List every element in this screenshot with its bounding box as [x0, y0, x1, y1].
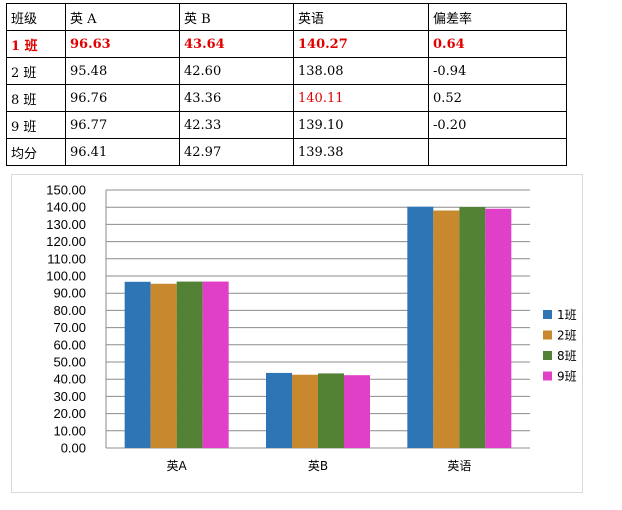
- cell-deviation: [428, 138, 567, 166]
- cell-class: 均分: [6, 138, 66, 166]
- x-tick-label: 英A: [167, 459, 188, 473]
- cell-english-a: 96.63: [65, 30, 180, 58]
- bar: [459, 207, 486, 448]
- legend-swatch: [543, 371, 552, 381]
- y-tick-label: 30.00: [53, 389, 86, 404]
- table-row: 9 班 96.77 42.33 139.10 -0.20: [6, 111, 567, 139]
- cell-deviation: 偏差率: [428, 3, 567, 31]
- bar: [150, 283, 177, 448]
- table-row: 8 班 96.76 43.36 140.11 0.52: [6, 84, 567, 112]
- cell-english-a: 96.77: [65, 111, 180, 139]
- cell-deviation: 0.52: [428, 84, 567, 112]
- bar: [202, 281, 229, 448]
- cell-class: 8 班: [6, 84, 66, 112]
- bar: [433, 210, 460, 448]
- bar: [344, 375, 370, 448]
- cell-english-a: 96.41: [65, 138, 180, 166]
- legend-label: 1班: [557, 308, 577, 322]
- y-tick-label: 140.00: [46, 200, 86, 215]
- table-row: 均分 96.41 42.97 139.38: [6, 138, 567, 166]
- legend-label: 8班: [557, 349, 577, 363]
- cell-english-b: 英 B: [179, 3, 294, 31]
- cell-class: 9 班: [6, 111, 66, 139]
- legend-swatch: [543, 351, 552, 360]
- cell-english-b: 43.36: [179, 84, 294, 112]
- bar: [485, 208, 512, 448]
- y-tick-label: 150.00: [46, 183, 86, 198]
- bar: [318, 373, 344, 448]
- y-tick-label: 90.00: [53, 286, 86, 301]
- y-tick-label: 40.00: [53, 372, 86, 387]
- bar: [292, 374, 318, 448]
- cell-english: 英语: [293, 3, 429, 31]
- cell-english: 140.27: [293, 30, 429, 58]
- bar-chart: 0.00 10.00 20.00 30.00 40.00 50.00 60.00 70.00 8…: [46, 183, 577, 474]
- y-tick-label: 50.00: [53, 355, 86, 370]
- x-tick-label: 英语: [447, 459, 471, 473]
- cell-english-b: 42.60: [179, 57, 294, 85]
- y-tick-label: 110.00: [47, 251, 86, 266]
- bars: [124, 206, 512, 448]
- cell-deviation: -0.94: [428, 57, 567, 85]
- y-tick-label: 130.00: [46, 217, 86, 232]
- bar: [124, 281, 151, 448]
- legend-swatch: [543, 310, 552, 319]
- cell-english: 139.10: [293, 111, 429, 139]
- table-row: 2 班 95.48 42.60 138.08 -0.94: [6, 57, 567, 85]
- y-tick-label: 10.00: [53, 423, 86, 438]
- cell-english-b: 42.97: [179, 138, 294, 166]
- legend-swatch: [543, 330, 552, 340]
- y-tick-label: 70.00: [53, 320, 86, 335]
- cell-deviation: 0.64: [428, 30, 567, 58]
- chart-area: 0.00 10.00 20.00 30.00 40.00 50.00 60.00 70.00 8…: [11, 174, 583, 493]
- cell-english-a: 英 A: [65, 3, 180, 31]
- legend: 1班 2班 8班 9班: [543, 308, 577, 384]
- legend-label: 9班: [557, 370, 577, 384]
- y-tick-label: 80.00: [53, 303, 86, 318]
- cell-class: 1 班: [6, 30, 66, 58]
- x-tick-label: 英B: [308, 459, 328, 473]
- cell-class: 班级: [6, 3, 66, 31]
- cell-english-b: 43.64: [179, 30, 294, 58]
- bar: [407, 206, 434, 448]
- y-tick-label: 60.00: [53, 337, 86, 352]
- legend-label: 2班: [557, 329, 577, 343]
- cell-english-a: 95.48: [65, 57, 180, 85]
- cell-english: 138.08: [293, 57, 429, 85]
- cell-english-a: 96.76: [65, 84, 180, 112]
- y-tick-label: 0.00: [61, 441, 86, 456]
- y-tick-label: 20.00: [53, 406, 86, 421]
- cell-deviation: -0.20: [428, 111, 567, 139]
- bar: [176, 281, 203, 448]
- cell-class: 2 班: [6, 57, 66, 85]
- cell-english: 140.11: [293, 84, 429, 112]
- cell-english: 139.38: [293, 138, 429, 166]
- bar: [266, 372, 292, 448]
- cell-english-b: 42.33: [179, 111, 294, 139]
- y-tick-label: 100.00: [46, 269, 86, 284]
- y-tick-label: 120.00: [46, 234, 86, 249]
- axes: 0.00 10.00 20.00 30.00 40.00 50.00 60.00 70.00 8…: [46, 183, 471, 474]
- table-row: 1 班 96.63 43.64 140.27 0.64: [6, 30, 567, 58]
